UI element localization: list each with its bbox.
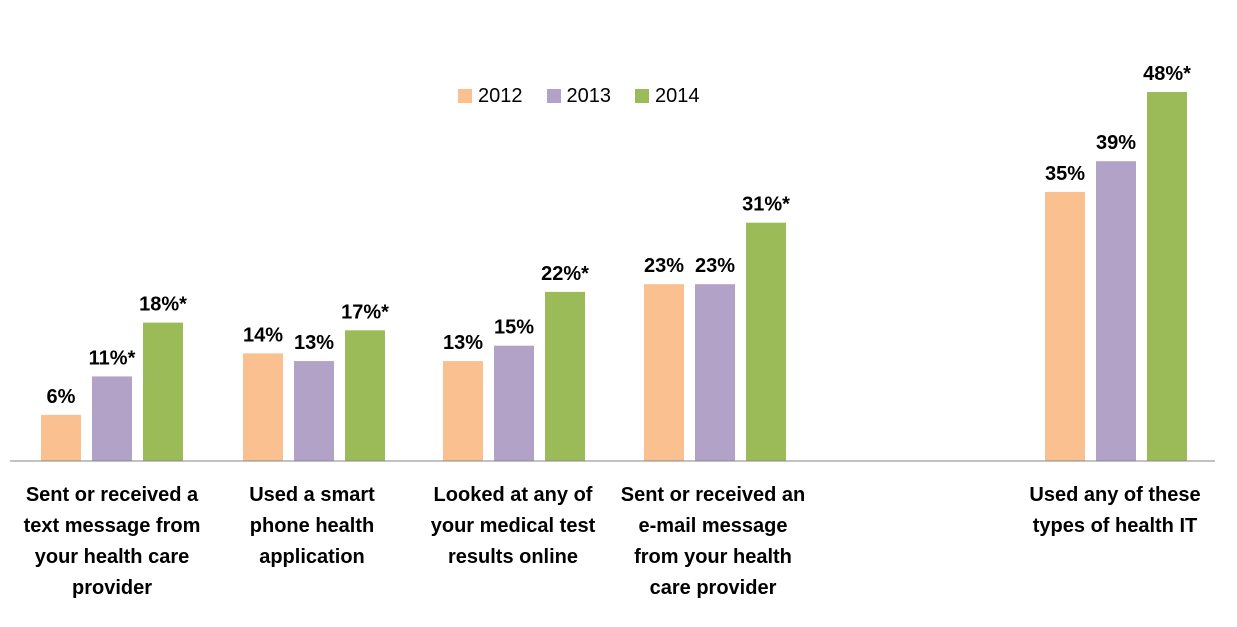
data-label-2014-cat-3: 22%* [541,263,589,285]
value-labels-group: 6% 11%* 18%* 14% 13% 17%* 13% 15% 22%* 23% 23% 31%*… [47,63,1192,408]
data-label-2013-cat-1: 11%* [89,347,136,369]
legend-label-2013: 2013 [566,84,612,107]
legend: 2012 2013 2014 [458,84,724,108]
category-label-test-results: Looked at any of your medical test resul… [430,484,596,568]
bar-2013-cat-2 [294,361,334,461]
bar-2013-cat-3 [494,345,534,461]
legend-label-2012: 2012 [478,84,523,107]
legend-swatch-2012 [458,89,472,103]
bar-2014-cat-4 [746,222,786,461]
bar-2013-cat-1 [92,376,132,461]
data-label-2012-cat-4: 23% [644,255,684,277]
data-label-2014-cat-5: 48%* [1143,63,1191,85]
legend-swatch-2014 [635,89,649,103]
data-label-2012-cat-1: 6% [47,386,76,408]
data-label-2012-cat-3: 13% [443,332,483,354]
data-label-2013-cat-2: 13% [294,332,334,354]
legend-item-2014: 2014 [635,85,700,108]
bar-2012-cat-4 [644,284,684,461]
legend-item-2012: 2012 [458,85,523,108]
data-label-2014-cat-1: 18%* [139,294,187,316]
legend-item-2013: 2013 [546,84,612,108]
bar-2014-cat-3 [545,291,585,461]
data-label-2014-cat-4: 31%* [742,194,790,216]
bars-group [41,92,1187,461]
legend-label-2014: 2014 [655,84,700,107]
legend-swatch-2013 [546,89,561,103]
data-label-2012-cat-2: 14% [243,324,283,346]
data-label-2013-cat-3: 15% [494,317,534,339]
bar-2013-cat-5 [1096,161,1136,461]
category-label-email-message: Sent or received an e-mail message from … [620,484,806,599]
category-label-text-message: Sent or received a text message from you… [23,484,201,599]
bar-2012-cat-2 [243,353,283,461]
bar-2014-cat-1 [143,322,183,461]
category-label-any-health-it: Used any of these types of health IT [1029,484,1201,537]
bar-2014-cat-5 [1147,92,1187,461]
category-label-smartphone-app: Used a smart phone health application [249,484,375,568]
bar-2013-cat-4 [695,284,735,461]
bar-2014-cat-2 [345,330,385,461]
data-label-2013-cat-5: 39% [1096,132,1136,154]
data-label-2013-cat-4: 23% [695,255,735,277]
bar-2012-cat-5 [1045,191,1085,461]
bar-2012-cat-3 [443,361,483,461]
bar-2012-cat-1 [41,414,81,461]
data-label-2012-cat-5: 35% [1045,163,1085,185]
data-label-2014-cat-2: 17%* [341,301,389,323]
